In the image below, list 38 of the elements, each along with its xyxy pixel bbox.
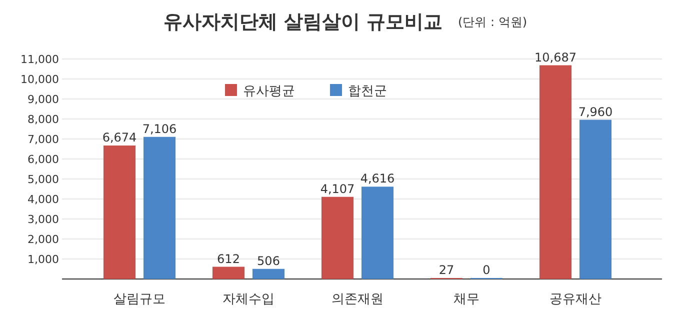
legend-label: 유사평균 xyxy=(243,84,295,99)
data-label: 6,674 xyxy=(102,130,137,145)
chart-title: 유사자치단체 살림살이 규모비교 xyxy=(163,11,443,33)
bar xyxy=(252,268,284,279)
y-tick-label: 1,000 xyxy=(28,253,59,266)
data-label: 27 xyxy=(438,263,454,277)
y-tick-label: 6,000 xyxy=(28,153,59,166)
x-tick-label: 채무 xyxy=(454,292,480,307)
chart-subtitle: (단위 : 억원) xyxy=(458,15,528,29)
x-tick-label: 공유재산 xyxy=(550,292,602,307)
data-label: 612 xyxy=(217,252,240,266)
x-tick-label: 자체수입 xyxy=(222,292,274,307)
y-tick-label: 4,000 xyxy=(28,193,59,206)
bar xyxy=(362,186,394,279)
data-label: 7,106 xyxy=(142,122,177,136)
y-tick-label: 7,000 xyxy=(28,133,59,146)
bar xyxy=(104,146,136,279)
y-tick-label: 2,000 xyxy=(28,233,59,246)
bar xyxy=(580,120,612,279)
bar xyxy=(322,196,354,279)
y-tick-label: 9,000 xyxy=(28,93,59,106)
bar xyxy=(212,266,244,279)
x-tick-label: 살림규모 xyxy=(114,292,166,307)
y-tick-label: 8,000 xyxy=(28,113,59,126)
y-tick-label: 11,000 xyxy=(20,53,59,66)
x-tick-label: 의존재원 xyxy=(332,292,384,307)
bar xyxy=(540,65,572,279)
data-label: 7,960 xyxy=(578,104,613,119)
y-tick-label: 5,000 xyxy=(28,173,59,186)
data-label: 4,107 xyxy=(320,182,355,196)
data-label: 4,616 xyxy=(360,172,395,186)
y-tick-label: 3,000 xyxy=(28,213,59,226)
bar xyxy=(144,136,176,279)
data-label: 0 xyxy=(482,263,490,277)
data-label: 506 xyxy=(257,254,280,268)
legend-label: 합천군 xyxy=(348,84,387,99)
y-tick-label: 10,000 xyxy=(20,73,59,86)
data-label: 10,687 xyxy=(534,50,576,64)
